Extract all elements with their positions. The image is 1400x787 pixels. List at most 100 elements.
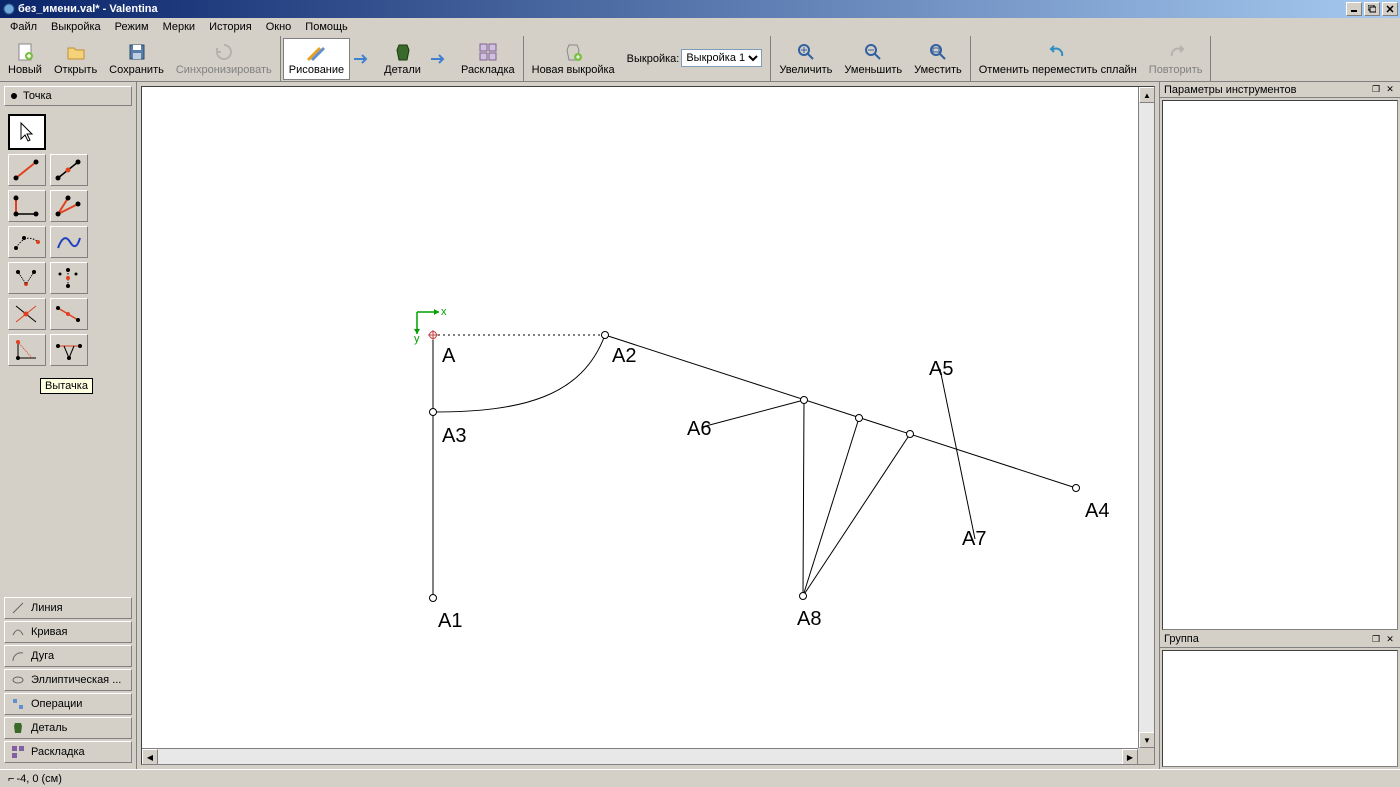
tool-midpoint[interactable] [50,154,88,186]
scroll-down-button[interactable]: ▼ [1139,732,1155,748]
menu-mode[interactable]: Режим [109,20,155,34]
scroll-left-button[interactable]: ◀ [142,749,158,765]
tool-shoulder[interactable] [50,262,88,294]
new-button[interactable]: Новый [2,38,48,80]
operations-icon [11,697,25,711]
svg-text:A4: A4 [1085,500,1109,522]
tool-pointer[interactable] [8,114,46,150]
arrow-right-icon [350,53,378,65]
statusbar: ⌐-4, 0 (см) [0,769,1400,787]
save-button[interactable]: Сохранить [103,38,170,80]
group-panel-header: Группа ❐ ✕ [1160,632,1400,648]
main-toolbar: Новый Открыть Сохранить Синхронизировать… [0,36,1400,82]
redo-button[interactable]: Повторить [1143,38,1209,80]
mode-draw-button[interactable]: Рисование [283,38,350,80]
pattern-select[interactable]: Выкройка 1 [681,49,762,67]
tool-category-header[interactable]: Точка [4,86,132,106]
menu-history[interactable]: История [203,20,258,34]
vertical-scrollbar[interactable]: ▲ ▼ [1138,87,1154,748]
detail-icon [11,721,25,735]
menu-pattern[interactable]: Выкройка [45,20,107,34]
scroll-right-button[interactable]: ▶ [1122,749,1138,765]
svg-text:y: y [414,333,420,345]
menu-help[interactable]: Помощь [299,20,354,34]
svg-text:A8: A8 [797,608,821,630]
status-coords: ⌐-4, 0 (см) [4,771,66,787]
line-icon [11,601,25,615]
category-line[interactable]: Линия [4,597,132,619]
tool-perpendicular[interactable] [8,226,46,258]
close-panel-button[interactable]: ✕ [1384,84,1396,96]
svg-text:A3: A3 [442,425,466,447]
mode-layout-button[interactable]: Раскладка [455,38,521,80]
arrow-right-icon [427,53,455,65]
tool-line-intersect[interactable] [50,298,88,330]
sync-button[interactable]: Синхронизировать [170,38,278,80]
category-curve[interactable]: Кривая [4,621,132,643]
category-ellipse[interactable]: Эллиптическая ... [4,669,132,691]
undo-button[interactable]: Отменить переместить сплайн [973,38,1143,80]
menu-file[interactable]: Файл [4,20,43,34]
canvas-area: xyAA1A2A3A4A5A6A7A8 ▲ ▼ ◀ ▶ [137,82,1159,769]
svg-text:A5: A5 [929,358,953,380]
tool-dart[interactable] [50,334,88,366]
category-arc[interactable]: Дуга [4,645,132,667]
new-pattern-icon [562,41,584,63]
undock-button[interactable]: ❐ [1370,633,1382,645]
new-pattern-button[interactable]: Новая выкройка [526,38,621,80]
bullet-icon [11,93,17,99]
layout-icon [477,41,499,63]
close-button[interactable] [1382,2,1398,16]
window-title: без_имени.val* - Valentina [18,3,1344,15]
layout-cat-icon [11,745,25,759]
drawing-canvas[interactable]: xyAA1A2A3A4A5A6A7A8 ▲ ▼ ◀ ▶ [141,86,1155,765]
arc-icon [11,649,25,663]
tool-triangle[interactable] [8,262,46,294]
tool-angle[interactable] [8,190,46,222]
params-panel-title: Параметры инструментов [1164,84,1368,96]
zoom-out-button[interactable]: Уменьшить [838,38,908,80]
tool-tooltip: Вытачка [40,378,93,394]
zoom-fit-button[interactable]: Уместить [908,38,968,80]
svg-text:A2: A2 [612,345,636,367]
maximize-button[interactable] [1364,2,1380,16]
pencil-ruler-icon [305,41,327,63]
mode-details-button[interactable]: Детали [378,38,427,80]
undock-button[interactable]: ❐ [1370,84,1382,96]
svg-text:x: x [441,306,447,318]
zoom-in-button[interactable]: Увеличить [773,38,838,80]
menu-window[interactable]: Окно [260,20,298,34]
svg-text:A1: A1 [438,610,462,632]
tool-intersection[interactable] [8,298,46,330]
open-button[interactable]: Открыть [48,38,103,80]
close-panel-button[interactable]: ✕ [1384,633,1396,645]
tool-bisector[interactable] [50,190,88,222]
category-operations[interactable]: Операции [4,693,132,715]
category-detail[interactable]: Деталь [4,717,132,739]
tool-spline[interactable] [50,226,88,258]
svg-text:A6: A6 [687,418,711,440]
zoom-out-icon [862,41,884,63]
scroll-up-button[interactable]: ▲ [1139,87,1155,103]
menu-measurements[interactable]: Мерки [157,20,201,34]
titlebar: без_имени.val* - Valentina [0,0,1400,18]
tool-height[interactable] [8,334,46,366]
curve-icon [11,625,25,639]
params-panel-header: Параметры инструментов ❐ ✕ [1160,82,1400,98]
ellipse-icon [11,673,25,687]
horizontal-scrollbar[interactable]: ◀ ▶ [142,748,1138,764]
scroll-corner [1138,748,1154,764]
zoom-fit-icon [927,41,949,63]
zoom-in-icon [795,41,817,63]
category-layout[interactable]: Раскладка [4,741,132,763]
new-file-icon [14,41,36,63]
tool-endpoint[interactable] [8,154,46,186]
svg-text:A7: A7 [962,528,986,550]
menubar: Файл Выкройка Режим Мерки История Окно П… [0,18,1400,36]
tool-category-label: Точка [23,90,52,102]
tool-panel: Точка Вытачка Линия Кривая Дуга Эллиптич… [0,82,137,769]
minimize-button[interactable] [1346,2,1362,16]
save-icon [126,41,148,63]
app-icon [2,2,16,16]
open-folder-icon [65,41,87,63]
